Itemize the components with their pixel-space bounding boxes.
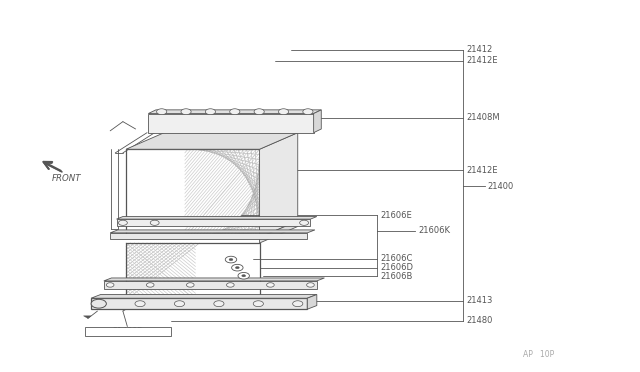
Circle shape: [292, 301, 303, 307]
Text: 21606D: 21606D: [380, 263, 413, 272]
Polygon shape: [110, 233, 307, 240]
Polygon shape: [104, 281, 317, 289]
Text: 21412: 21412: [467, 45, 493, 54]
Polygon shape: [307, 295, 317, 309]
Polygon shape: [91, 298, 307, 309]
Circle shape: [91, 299, 106, 308]
Polygon shape: [116, 217, 317, 219]
Circle shape: [205, 109, 216, 115]
Polygon shape: [260, 133, 298, 237]
Polygon shape: [104, 278, 324, 281]
Circle shape: [236, 267, 239, 269]
Polygon shape: [126, 133, 298, 149]
Circle shape: [214, 301, 224, 307]
Circle shape: [186, 283, 194, 287]
Polygon shape: [260, 221, 298, 243]
Text: 21412E: 21412E: [467, 166, 498, 175]
Text: 21606B: 21606B: [380, 272, 413, 281]
Circle shape: [242, 275, 246, 277]
FancyBboxPatch shape: [84, 327, 171, 336]
Circle shape: [307, 283, 314, 287]
Text: 21400: 21400: [487, 182, 513, 190]
Text: 21408M: 21408M: [467, 113, 500, 122]
Circle shape: [157, 109, 167, 115]
Text: 21606E: 21606E: [380, 211, 412, 220]
Text: 21413: 21413: [467, 296, 493, 305]
Circle shape: [150, 220, 159, 225]
Text: AP   10P: AP 10P: [524, 350, 555, 359]
Text: 21412E: 21412E: [467, 57, 498, 65]
Polygon shape: [148, 110, 321, 113]
Circle shape: [229, 259, 233, 261]
Polygon shape: [110, 230, 315, 233]
Circle shape: [254, 109, 264, 115]
Circle shape: [300, 220, 308, 225]
Circle shape: [303, 109, 313, 115]
Text: 21480E: 21480E: [112, 327, 143, 336]
Circle shape: [118, 220, 127, 225]
Circle shape: [181, 109, 191, 115]
Circle shape: [95, 301, 106, 307]
Circle shape: [106, 283, 114, 287]
Circle shape: [278, 109, 289, 115]
Circle shape: [253, 301, 264, 307]
Polygon shape: [126, 243, 260, 300]
Polygon shape: [126, 149, 260, 237]
Circle shape: [147, 283, 154, 287]
Circle shape: [227, 283, 234, 287]
Text: 21606C: 21606C: [380, 254, 413, 263]
Circle shape: [135, 301, 145, 307]
Polygon shape: [116, 219, 310, 227]
Text: 21606K: 21606K: [419, 227, 451, 235]
Circle shape: [174, 301, 184, 307]
Polygon shape: [148, 113, 314, 133]
Polygon shape: [314, 110, 321, 133]
Text: FRONT: FRONT: [52, 174, 81, 183]
Circle shape: [230, 109, 240, 115]
Polygon shape: [83, 316, 91, 318]
Text: 21480: 21480: [467, 317, 493, 326]
Circle shape: [232, 264, 243, 271]
Circle shape: [238, 272, 250, 279]
Circle shape: [225, 256, 237, 263]
Circle shape: [267, 283, 274, 287]
Polygon shape: [91, 295, 317, 298]
